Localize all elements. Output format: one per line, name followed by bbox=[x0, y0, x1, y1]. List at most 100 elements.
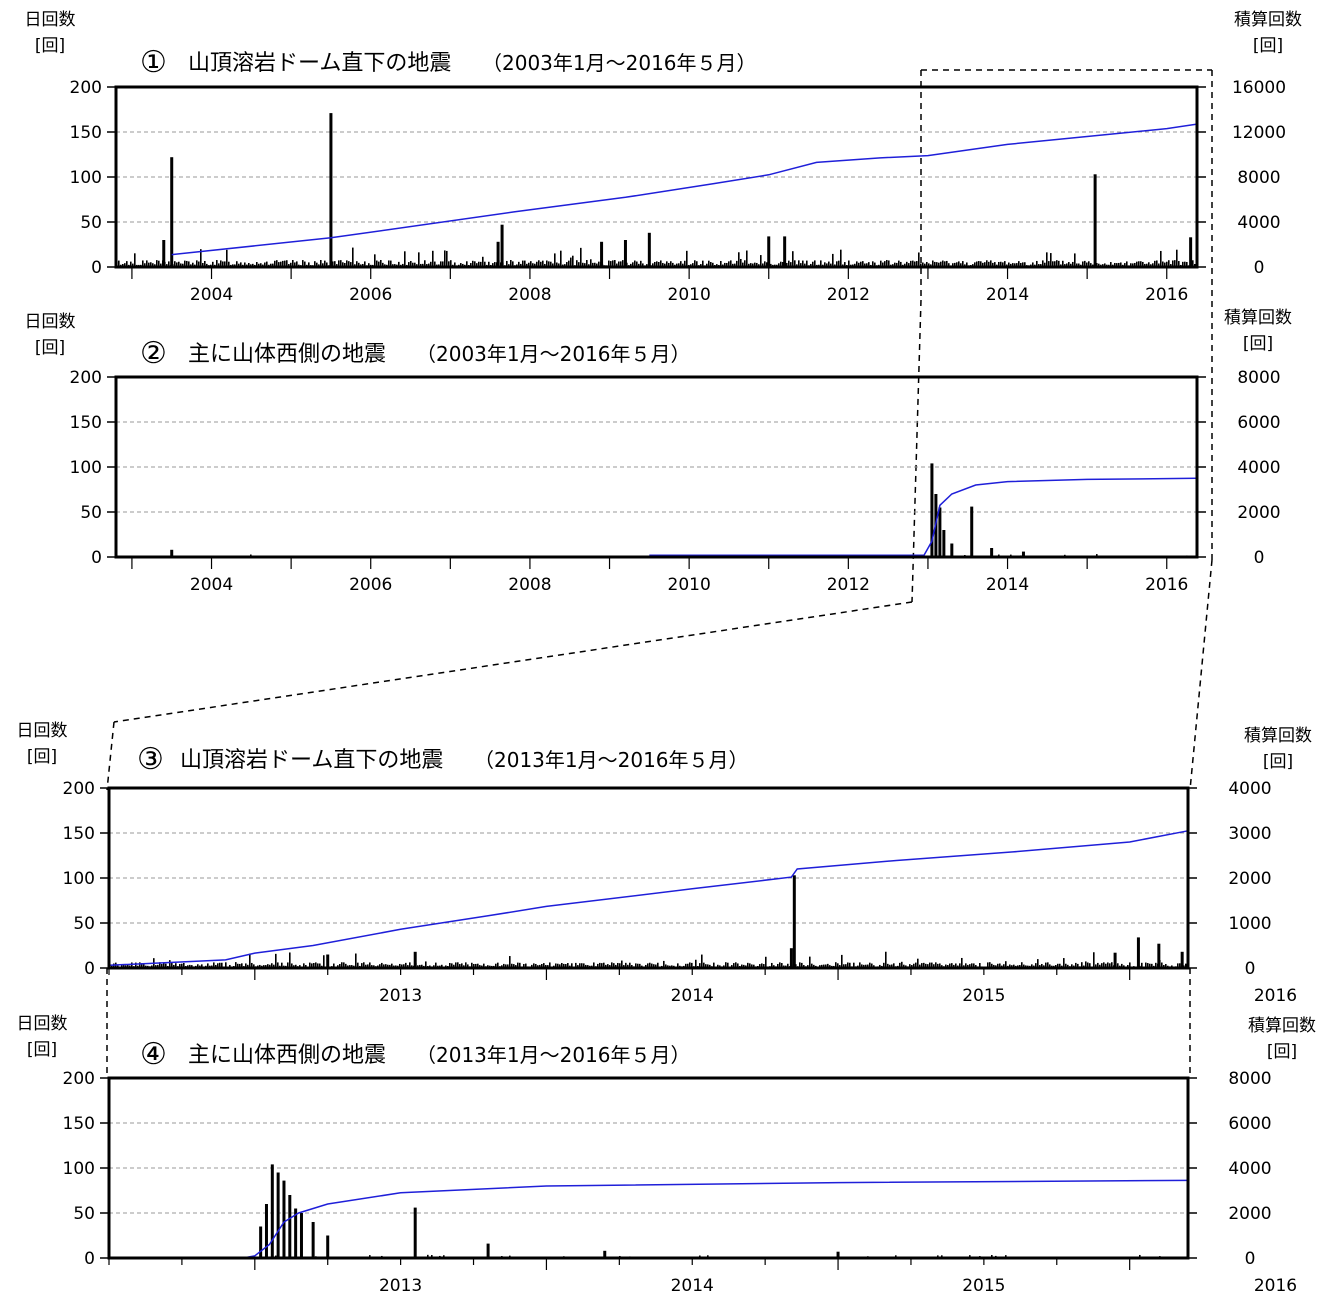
daily-bar bbox=[334, 261, 336, 267]
daily-bar bbox=[130, 261, 132, 267]
x-tick-label: 2014 bbox=[671, 1276, 714, 1294]
daily-bar bbox=[1141, 962, 1143, 968]
daily-bar bbox=[525, 963, 527, 968]
daily-bar bbox=[511, 963, 513, 968]
daily-bar bbox=[639, 963, 641, 968]
daily-bar bbox=[888, 260, 890, 267]
daily-bar bbox=[885, 951, 887, 968]
daily-bar bbox=[455, 962, 457, 968]
daily-bar bbox=[355, 953, 357, 968]
daily-bar bbox=[1172, 260, 1174, 267]
daily-bar bbox=[571, 963, 573, 968]
daily-bar bbox=[380, 259, 382, 267]
daily-bar bbox=[978, 261, 980, 267]
daily-bar bbox=[823, 964, 825, 968]
daily-bar bbox=[994, 262, 996, 267]
right-axis-label: 積算回数 bbox=[1248, 1016, 1316, 1036]
daily-bar bbox=[432, 250, 434, 267]
daily-bar bbox=[640, 260, 642, 267]
daily-bar bbox=[887, 963, 889, 968]
daily-bar bbox=[561, 962, 563, 968]
daily-bars bbox=[162, 113, 1193, 267]
daily-bar bbox=[220, 260, 222, 267]
x-tick-label: 2012 bbox=[827, 285, 870, 305]
daily-bar bbox=[966, 262, 968, 267]
daily-bar bbox=[845, 964, 847, 968]
daily-bar bbox=[620, 261, 622, 267]
daily-bar bbox=[399, 963, 401, 968]
daily-bar bbox=[813, 964, 815, 968]
daily-bar bbox=[414, 262, 416, 267]
daily-bar bbox=[1003, 964, 1005, 968]
daily-bar bbox=[734, 263, 736, 267]
daily-bar bbox=[326, 954, 330, 968]
daily-bar bbox=[812, 261, 814, 267]
y-tick-label: 50 bbox=[80, 213, 102, 233]
daily-bar bbox=[1036, 260, 1038, 267]
daily-bar bbox=[955, 963, 957, 968]
daily-bar bbox=[576, 260, 578, 267]
daily-bar bbox=[1097, 962, 1099, 968]
daily-bar bbox=[789, 948, 793, 968]
x-tick-label: 2016 bbox=[1145, 285, 1188, 305]
daily-bar bbox=[578, 262, 580, 267]
x-tick-label: 2010 bbox=[668, 575, 711, 595]
daily-bar bbox=[706, 263, 708, 267]
daily-bar bbox=[287, 962, 289, 968]
daily-bar bbox=[134, 253, 136, 267]
daily-bar bbox=[931, 962, 933, 968]
daily-bar bbox=[615, 964, 617, 968]
daily-bar bbox=[1105, 963, 1107, 968]
daily-bar bbox=[603, 1250, 607, 1258]
daily-bar bbox=[798, 260, 800, 267]
daily-bar bbox=[286, 260, 288, 267]
daily-bar bbox=[304, 261, 306, 267]
daily-bar bbox=[299, 1213, 303, 1258]
daily-bar bbox=[984, 262, 986, 267]
daily-bar bbox=[694, 260, 696, 267]
daily-bar bbox=[178, 261, 180, 267]
daily-bar bbox=[709, 964, 711, 968]
daily-bar bbox=[840, 249, 842, 267]
daily-bar bbox=[555, 963, 557, 968]
daily-bar bbox=[737, 963, 739, 968]
daily-bar bbox=[376, 260, 378, 267]
daily-bar bbox=[1154, 260, 1156, 267]
daily-bar bbox=[1130, 263, 1132, 267]
x-tick-label: 2004 bbox=[190, 575, 233, 595]
daily-bar bbox=[836, 1251, 840, 1258]
daily-bar bbox=[770, 263, 772, 267]
daily-bar bbox=[1157, 943, 1161, 968]
daily-bar bbox=[1147, 963, 1149, 968]
panel-period: （2013年1月～2016年５月） bbox=[474, 748, 749, 772]
daily-bar bbox=[733, 963, 735, 968]
daily-bar bbox=[560, 250, 562, 267]
daily-bar bbox=[403, 964, 405, 968]
daily-bar bbox=[247, 964, 249, 968]
daily-bar bbox=[159, 962, 161, 968]
x-tick-label: 2010 bbox=[668, 285, 711, 305]
daily-bar bbox=[691, 962, 693, 968]
daily-bar bbox=[222, 261, 224, 267]
daily-bar bbox=[1057, 963, 1059, 968]
daily-bar bbox=[613, 963, 615, 968]
daily-bar bbox=[970, 506, 974, 557]
daily-bar bbox=[847, 962, 849, 968]
daily-bar bbox=[284, 260, 286, 267]
daily-bar bbox=[1194, 263, 1196, 267]
y2-tick-label: 2000 bbox=[1228, 1204, 1271, 1224]
daily-bar bbox=[427, 1254, 429, 1258]
y2-tick-label: 8000 bbox=[1228, 1069, 1271, 1089]
daily-bar bbox=[645, 964, 647, 968]
daily-bar bbox=[799, 962, 801, 968]
y2-tick-label: 4000 bbox=[1237, 458, 1280, 478]
daily-bar bbox=[754, 262, 756, 267]
daily-bar bbox=[326, 1235, 330, 1258]
daily-bar bbox=[350, 262, 352, 267]
daily-bar bbox=[245, 963, 247, 968]
daily-bar bbox=[201, 964, 203, 968]
daily-bar bbox=[853, 962, 855, 968]
daily-bar bbox=[657, 962, 659, 968]
daily-bar bbox=[365, 964, 367, 968]
daily-bar bbox=[663, 960, 665, 968]
